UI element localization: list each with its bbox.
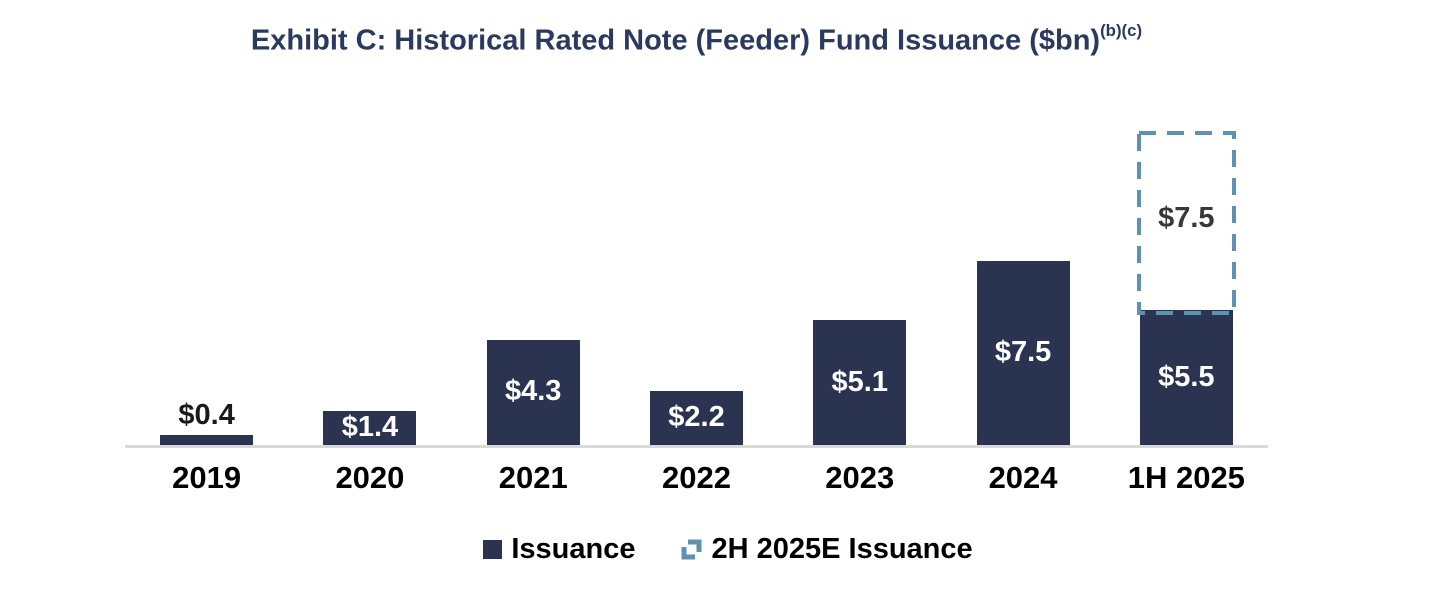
bar-stack: $5.1 [813,320,907,445]
x-axis-label: 2024 [988,460,1058,495]
issuance-bar: $1.4 [323,410,417,445]
dashed-square-icon [681,539,702,560]
legend: Issuance 2H 2025E Issuance [0,533,1456,566]
bar-stack: $7.5 [976,261,1070,445]
x-axis-labels: 2019 2020 2021 2022 2023 2024 1H 2025 [125,460,1268,496]
issuance-bar: $4.3 [486,339,580,445]
x-axis-label: 2020 [335,460,405,495]
chart-container: Exhibit C: Historical Rated Note (Feeder… [125,0,1268,597]
chart-title-footnote-marks: (b)(c) [1100,21,1143,41]
x-axis-label: 2022 [662,460,731,495]
issuance-bar: $5.5 [1139,310,1233,445]
bar-value-label: $2.2 [668,400,725,433]
estimate-value-label: $7.5 [1158,201,1215,234]
bar-column: $4.3 [452,90,615,445]
chart-title-text: Exhibit C: Historical Rated Note (Feeder… [250,24,1101,57]
estimate-bar [1136,130,1236,315]
bar-value-label: $5.1 [831,365,888,398]
issuance-bar: $7.5 [976,261,1070,445]
bar-column: $5.1 [778,90,941,445]
legend-label: Issuance [511,533,636,565]
bar-value-label: $0.4 [178,399,235,432]
bar-stack: $0.4 [160,399,254,445]
solid-square-icon [483,540,503,559]
x-axis-label: 2021 [498,460,568,495]
x-axis-label: 1H 2025 [1127,460,1245,495]
bar-stack: $2.2 [649,391,743,445]
issuance-bar: $5.1 [813,320,907,445]
legend-item-2h2025e-issuance: 2H 2025E Issuance [681,533,973,566]
bar-stack: $4.3 [486,339,580,445]
bar-column: $2.2 [615,90,778,445]
bar-value-label: $7.5 [994,336,1052,369]
x-axis-line [125,445,1268,448]
x-axis-label: 2019 [172,460,242,495]
bar-stack: $5.5 $7.5 [1136,130,1236,445]
legend-item-issuance: Issuance [483,533,635,566]
bar-column: $5.5 $7.5 [1105,90,1268,445]
issuance-bar: $2.2 [649,391,743,445]
bar-stack: $1.4 [323,410,417,445]
bar-value-label: $1.4 [341,410,399,443]
x-axis-label: 2023 [825,460,895,495]
bar-column: $0.4 [125,90,288,445]
plot-area: $0.4 $1.4 $4.3 $2.2 $5.1 $7.5 $5.5 $7.5 [125,90,1268,445]
legend-label: 2H 2025E Issuance [711,533,973,565]
issuance-bar [160,435,254,445]
chart-title: Exhibit C: Historical Rated Note (Feeder… [125,21,1268,58]
bar-column: $7.5 [941,90,1104,445]
bar-value-label: $5.5 [1158,360,1215,393]
bar-value-label: $4.3 [504,375,562,408]
bar-column: $1.4 [288,90,451,445]
